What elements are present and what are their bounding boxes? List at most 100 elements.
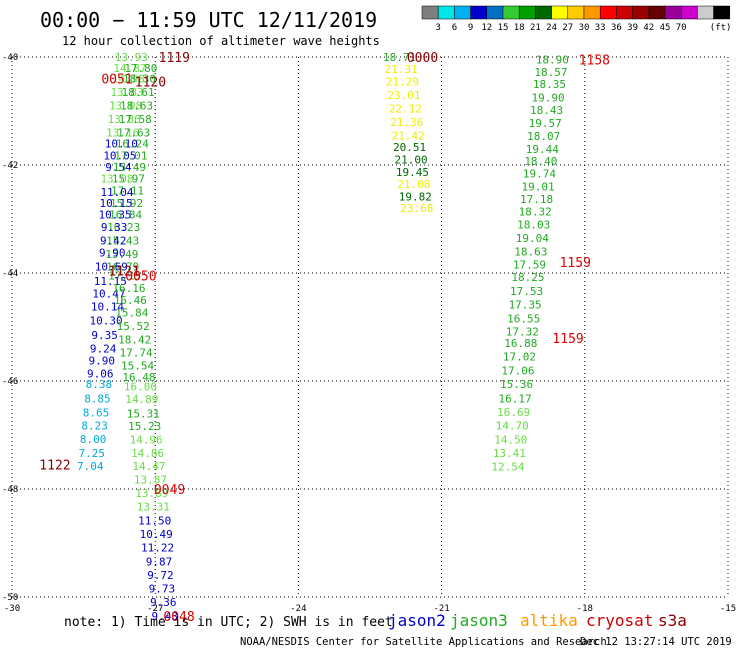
wave-height-value: 13.08 — [100, 173, 133, 186]
wave-height-value: 7.04 — [77, 460, 104, 473]
colorbar-swatch — [583, 5, 601, 20]
wave-height-value: 16.46 — [114, 294, 147, 307]
colorbar-label: 39 — [627, 23, 638, 33]
wave-height-value: 9.90 — [99, 246, 126, 259]
x-tick-label: -24 — [290, 604, 306, 614]
wave-height-value: 21.31 — [384, 63, 417, 76]
colorbar-swatch — [551, 5, 569, 20]
wave-height-value: 16.00 — [124, 380, 157, 393]
legend-satellite-cryosat: cryosat — [586, 611, 653, 630]
wave-height-value: 13.93 — [115, 51, 148, 64]
colorbar-label: 24 — [546, 23, 557, 33]
wave-height-value: 14.87 — [113, 62, 146, 75]
wave-height-points: 13.9314.8714.9813.8313.0813.8613.1610.10… — [77, 51, 569, 623]
wave-height-value: 22.12 — [389, 102, 422, 115]
y-tick-label: -42 — [2, 161, 18, 171]
colorbar-swatch — [697, 5, 714, 20]
colorbar-swatch — [421, 5, 439, 20]
colorbar-label: 42 — [643, 23, 654, 33]
y-tick-label: -46 — [2, 377, 18, 387]
wave-height-value: 19.01 — [521, 181, 554, 194]
wave-height-value: 15.97 — [112, 173, 145, 186]
wave-height-value: 18.42 — [118, 333, 151, 346]
colorbar-swatch — [518, 5, 536, 20]
wave-height-value: 14.96 — [130, 433, 163, 446]
wave-height-value: 14.47 — [132, 460, 165, 473]
wave-height-value: 9.43 — [151, 610, 178, 623]
wave-height-value: 20.51 — [393, 141, 426, 154]
wave-height-value: 15.49 — [105, 248, 138, 261]
wave-height-value: 14.98 — [112, 73, 145, 86]
wave-height-value: 16.88 — [504, 337, 537, 350]
wave-height-value: 17.35 — [509, 298, 542, 311]
colorbar-swatch — [535, 5, 552, 20]
wave-height-value: 15.23 — [128, 420, 161, 433]
map-grid — [11, 56, 729, 598]
wave-height-value: 9.54 — [105, 161, 132, 174]
colorbar-swatch — [664, 5, 682, 20]
wave-height-value: 18.35 — [533, 78, 566, 91]
wave-height-value: 21.08 — [397, 178, 430, 191]
y-tick-label: -44 — [2, 269, 18, 279]
colorbar-swatch — [502, 5, 520, 20]
wave-height-value: 18.57 — [534, 66, 567, 79]
wave-height-value: 10.10 — [105, 137, 138, 150]
wave-height-value: 16.23 — [107, 221, 140, 234]
time-stamp: 0049 — [154, 483, 185, 498]
wave-height-value: 18.90 — [536, 54, 569, 67]
wave-height-value: 23.68 — [400, 202, 433, 215]
wave-height-value: 9.33 — [101, 221, 128, 234]
wave-height-value: 8.65 — [83, 406, 110, 419]
colorbar-swatch — [486, 5, 504, 20]
wave-height-value: 10.69 — [95, 261, 128, 274]
wave-height-value: 13.89 — [135, 487, 168, 500]
colorbar-label: 45 — [660, 23, 671, 33]
wave-height-value: 18.61 — [121, 86, 154, 99]
wave-height-value: 17.18 — [520, 193, 553, 206]
wave-height-value: 17.11 — [111, 184, 144, 197]
chart-subtitle: 12 hour collection of altimeter wave hei… — [62, 34, 380, 48]
time-stamp: 1121 — [109, 264, 140, 279]
wave-height-value: 19.04 — [516, 232, 549, 245]
wave-height-value: 19.90 — [531, 92, 564, 105]
wave-height-value: 18.25 — [511, 271, 544, 284]
wave-height-value: 9.24 — [90, 343, 117, 356]
wave-height-value: 7.25 — [78, 447, 105, 460]
x-tick-label: -15 — [720, 604, 736, 614]
wave-height-value: 17.80 — [124, 62, 157, 75]
wave-height-value: 16.69 — [497, 406, 530, 419]
wave-height-value: 19.82 — [399, 190, 432, 203]
wave-height-value: 16.16 — [112, 282, 145, 295]
colorbar-label: 3 — [435, 23, 440, 33]
wave-height-value: 21.00 — [394, 154, 427, 167]
wave-height-value: 17.06 — [501, 365, 534, 378]
colorbar-label: 36 — [611, 23, 622, 33]
wave-height-value: 12.54 — [491, 460, 524, 473]
colorbar-swatch — [680, 5, 698, 20]
time-stamp: 1158 — [579, 54, 610, 69]
wave-height-value: 13.41 — [493, 447, 526, 460]
colorbar-label: 70 — [676, 23, 687, 33]
wave-height-value: 16.24 — [116, 137, 149, 150]
wave-height-value: 17.32 — [506, 325, 539, 338]
legend-satellite-s3a: s3a — [658, 611, 687, 630]
colorbar-swatch — [632, 5, 650, 20]
wave-height-value: 17.01 — [114, 149, 147, 162]
axis-ticks: -30 -27 -24 -21 -18 -15 -40 -42 -44 -46 -48 -50 — [2, 53, 736, 614]
wave-height-value: 18.71 — [383, 51, 416, 64]
colorbar-label: 21 — [530, 23, 541, 33]
wave-height-value: 19.74 — [523, 168, 556, 181]
wave-height-value: 8.38 — [86, 378, 113, 391]
satellite-legend: jason2 jason3 altika cryosat s3a — [388, 611, 687, 630]
wave-height-value: 16.17 — [499, 392, 532, 405]
wave-height-value: 10.15 — [99, 197, 132, 210]
wave-height-value: 9.42 — [100, 235, 127, 248]
time-stamp: 0051 — [101, 73, 132, 88]
time-stamp: 1122 — [39, 459, 70, 474]
wave-height-value: 21.42 — [392, 129, 425, 142]
wave-height-value: 15.43 — [106, 235, 139, 248]
wave-height-value: 15.54 — [121, 359, 154, 372]
wave-height-value: 8.85 — [84, 392, 111, 405]
wave-height-value: 23.01 — [387, 89, 420, 102]
